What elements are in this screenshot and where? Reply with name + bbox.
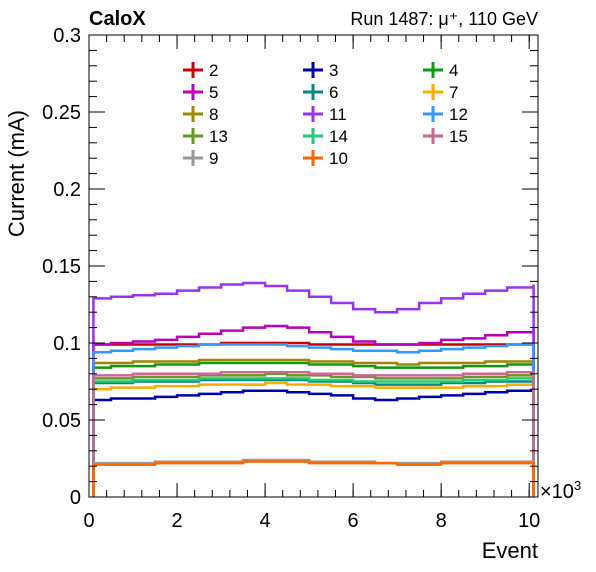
legend: 2 3 4 5 6 7 8 11 12 13 14 15 9 10 [183, 61, 468, 168]
plot-frame [88, 34, 539, 498]
legend-entry-10: 10 [303, 149, 348, 168]
y-tick-label: 0.2 [53, 179, 81, 201]
legend-label: 10 [329, 149, 348, 168]
legend-entry-2: 2 [183, 61, 218, 80]
x-tick-label: 4 [260, 510, 271, 532]
y-tick-label: 0.3 [53, 25, 81, 47]
series-line-7 [92, 381, 535, 497]
series-line-5 [92, 324, 535, 497]
x-tick-label: 2 [171, 510, 182, 532]
legend-entry-8: 8 [183, 105, 218, 124]
x-multiplier-exponent: 3 [574, 478, 581, 493]
y-tick-label: 0.1 [53, 333, 81, 355]
legend-entry-5: 5 [183, 83, 218, 102]
legend-entry-6: 6 [303, 83, 338, 102]
y-tick-label: 0.25 [42, 102, 81, 124]
legend-label: 6 [329, 83, 338, 102]
x-tick-label: 0 [83, 510, 94, 532]
legend-label: 5 [209, 83, 218, 102]
series-line-11 [92, 281, 535, 497]
legend-entry-15: 15 [423, 127, 468, 146]
series-line-10 [92, 460, 535, 497]
legend-label: 4 [449, 61, 458, 80]
series-line-6 [92, 378, 535, 497]
series-line-15 [92, 371, 535, 497]
legend-label: 15 [449, 127, 468, 146]
legend-entry-11: 11 [303, 105, 347, 124]
series-line-3 [92, 389, 535, 497]
experiment-label: CaloX [89, 8, 146, 30]
series-line-14 [92, 377, 535, 497]
legend-label: 3 [329, 61, 338, 80]
legend-entry-13: 13 [183, 127, 228, 146]
run-info-label: Run 1487: μ⁺, 110 GeV [350, 9, 538, 29]
x-axis-multiplier: ×103 [540, 478, 581, 503]
series-line-13 [92, 372, 535, 497]
x-tick-label: 6 [348, 510, 359, 532]
legend-entry-7: 7 [423, 83, 458, 102]
series-layer [92, 281, 535, 497]
legend-label: 11 [329, 105, 347, 124]
legend-label: 13 [209, 127, 228, 146]
series-line-12 [92, 343, 535, 497]
y-tick-label: 0 [70, 487, 81, 509]
series-line-4 [92, 361, 535, 497]
series-line-2 [92, 341, 535, 497]
series-line-8 [92, 358, 535, 497]
axes-layer: 0 2 4 6 8 10 0 0.05 0.1 0.15 0.2 0.25 0.3 [42, 25, 540, 532]
legend-entry-9: 9 [183, 149, 218, 168]
legend-label: 2 [209, 61, 218, 80]
y-axis-title: Current (mA) [4, 110, 29, 237]
legend-label: 7 [449, 83, 458, 102]
legend-label: 9 [209, 149, 218, 168]
x-axis-title: Event [482, 538, 538, 563]
x-tick-label: 10 [518, 510, 540, 532]
legend-label: 8 [209, 105, 218, 124]
legend-entry-3: 3 [303, 61, 338, 80]
y-tick-label: 0.05 [42, 410, 81, 432]
x-tick-label: 8 [436, 510, 447, 532]
legend-label: 14 [329, 127, 348, 146]
legend-entry-12: 12 [423, 105, 468, 124]
y-tick-label: 0.15 [42, 256, 81, 278]
legend-entry-4: 4 [423, 61, 458, 80]
legend-label: 12 [449, 105, 468, 124]
x-multiplier-base: ×10 [540, 481, 574, 503]
legend-entry-14: 14 [303, 127, 348, 146]
